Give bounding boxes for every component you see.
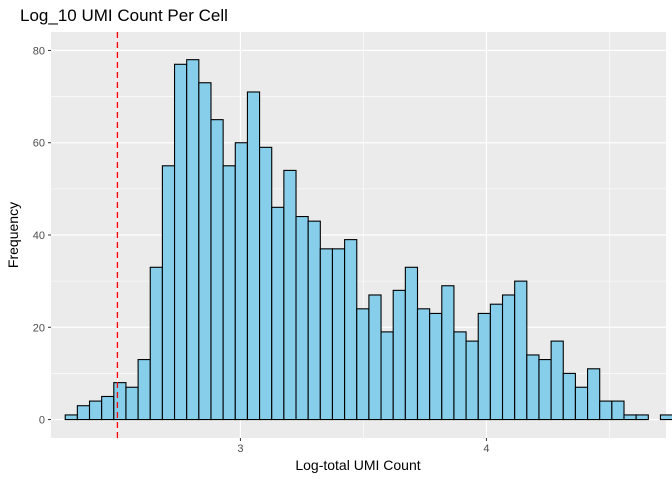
histogram-bar bbox=[295, 215, 309, 421]
histogram-bar bbox=[149, 266, 163, 421]
histogram-bar bbox=[623, 414, 637, 421]
histogram-bar bbox=[526, 354, 540, 421]
axis-ticks: 0 20 40 60 80 3 4 bbox=[33, 45, 490, 455]
histogram-bar bbox=[319, 248, 334, 421]
y-tick-label: 20 bbox=[33, 322, 45, 334]
histogram-bar bbox=[271, 206, 285, 421]
histogram-bar bbox=[635, 414, 649, 421]
histogram-bars bbox=[64, 59, 672, 421]
histogram-bar bbox=[283, 169, 297, 421]
histogram-bar bbox=[380, 331, 394, 421]
histogram-bar bbox=[574, 386, 589, 421]
y-tick-label: 60 bbox=[33, 138, 45, 150]
histogram-bar bbox=[356, 308, 370, 421]
histogram-bar bbox=[88, 400, 103, 421]
histogram-bar bbox=[404, 266, 419, 421]
histogram-bar bbox=[173, 63, 188, 421]
histogram-bar bbox=[562, 372, 576, 421]
histogram-bar bbox=[538, 359, 552, 421]
histogram-bar bbox=[246, 91, 261, 421]
y-tick-label: 0 bbox=[39, 415, 45, 427]
y-tick-label: 80 bbox=[33, 45, 45, 57]
histogram-bar bbox=[392, 289, 406, 421]
chart-title: Log_10 UMI Count Per Cell bbox=[20, 6, 228, 25]
histogram-bar bbox=[259, 146, 273, 421]
histogram-bar bbox=[344, 239, 358, 421]
histogram-bar bbox=[550, 340, 564, 421]
histogram-bar bbox=[514, 280, 528, 421]
histogram-bar bbox=[331, 248, 346, 421]
histogram-bar bbox=[429, 312, 443, 421]
histogram-bar bbox=[441, 285, 455, 421]
histogram-bar bbox=[137, 359, 151, 421]
histogram-bar bbox=[465, 340, 479, 421]
histogram-bar bbox=[125, 386, 139, 421]
histogram-bar bbox=[101, 395, 115, 421]
histogram-bar bbox=[599, 400, 613, 421]
x-tick-label: 3 bbox=[237, 443, 243, 455]
histogram-bar bbox=[587, 368, 601, 421]
histogram-bar bbox=[113, 382, 127, 421]
x-tick-label: 4 bbox=[483, 443, 489, 455]
y-tick-label: 40 bbox=[33, 230, 45, 242]
histogram-bar bbox=[76, 405, 91, 421]
histogram-bar bbox=[161, 165, 176, 421]
histogram-bar bbox=[416, 308, 431, 421]
histogram-bar bbox=[222, 165, 236, 421]
histogram-bar bbox=[368, 294, 382, 421]
histogram-bar bbox=[453, 331, 467, 421]
histogram-bar bbox=[501, 294, 516, 421]
y-axis-title: Frequency bbox=[5, 202, 21, 268]
histogram-bar bbox=[307, 220, 321, 421]
histogram-bar bbox=[611, 400, 625, 421]
histogram-bar bbox=[234, 142, 248, 421]
histogram-bar bbox=[659, 414, 672, 421]
x-axis-title: Log-total UMI Count bbox=[295, 457, 420, 473]
histogram-bar bbox=[477, 312, 491, 421]
histogram-bar bbox=[210, 119, 224, 421]
histogram-bar bbox=[64, 414, 78, 421]
histogram-bar bbox=[186, 59, 200, 421]
histogram-bar bbox=[198, 82, 212, 421]
histogram-bar bbox=[489, 303, 504, 421]
